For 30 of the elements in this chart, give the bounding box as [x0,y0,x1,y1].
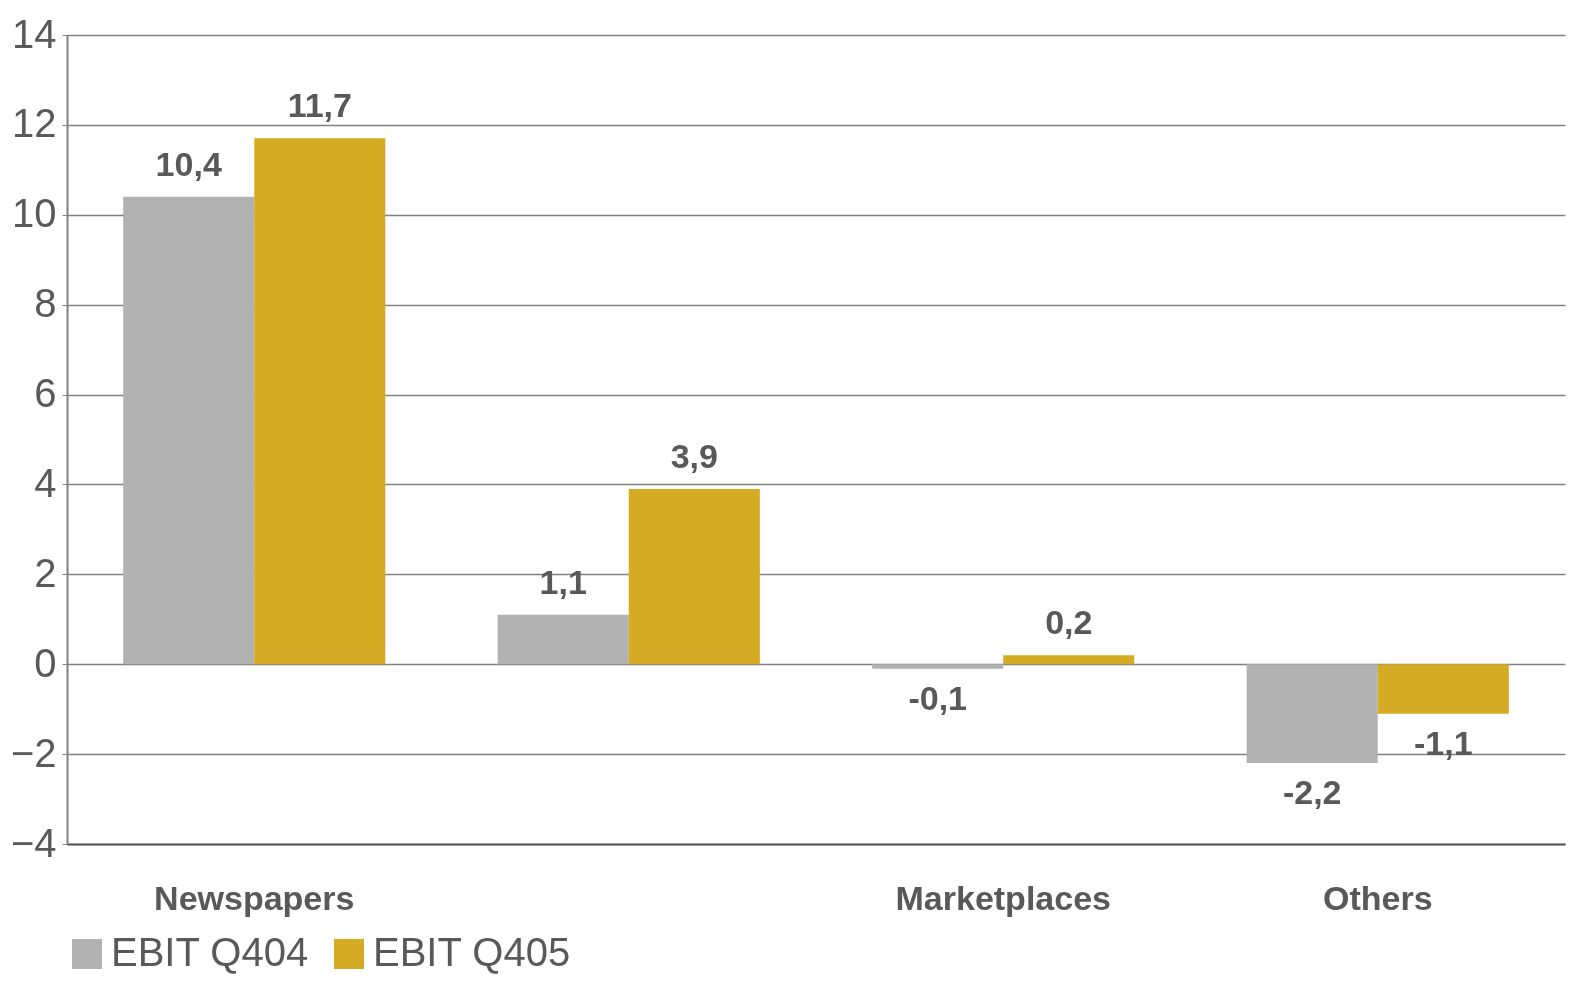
data-label: 0,2 [1045,603,1093,642]
y-tick-label: 10 [12,191,57,236]
y-tick-label: −2 [10,730,57,775]
x-tick-label: Newspapers [154,878,355,917]
y-tick-label: 4 [34,460,57,505]
data-label: 11,7 [287,86,352,125]
data-label: 10,4 [155,144,222,183]
bar [1246,664,1378,764]
y-tick-label: 8 [34,281,57,326]
bar [872,664,1004,669]
y-tick-label: 0 [34,640,57,685]
legend-label: EBIT Q404 [111,930,309,974]
data-label: -1,1 [1413,723,1473,762]
data-label: -2,2 [1282,773,1342,812]
y-tick-label: 2 [34,550,57,595]
legend-label: EBIT Q405 [373,930,571,974]
x-tick-label: Others [1322,878,1433,917]
data-label: -0,1 [908,678,968,717]
bar [123,196,255,665]
bar [628,488,760,665]
bar [1377,664,1509,714]
y-tick-label: 14 [12,11,57,56]
x-tick-label: Marketplaces [895,878,1111,917]
data-label: 3,9 [670,436,718,475]
y-tick-label: 12 [12,101,57,146]
y-tick-label: −4 [10,820,57,865]
y-tick-label: 6 [34,371,57,416]
bar [1003,655,1135,665]
bar [497,614,629,665]
bar [254,138,386,665]
